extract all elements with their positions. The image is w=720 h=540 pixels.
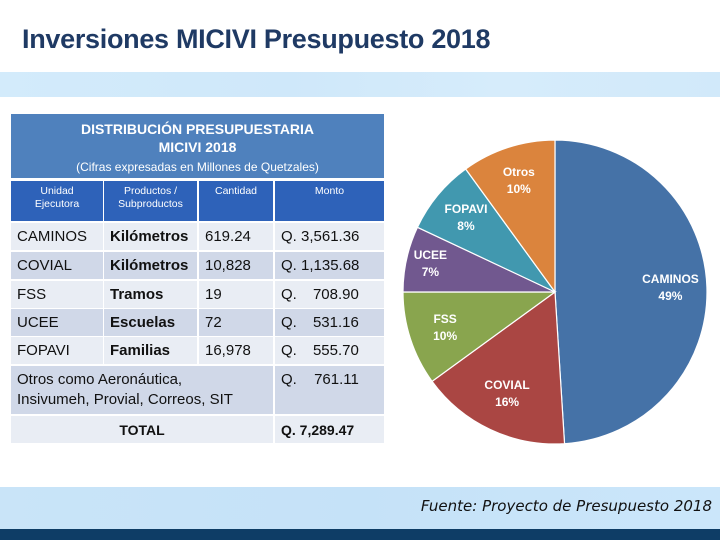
- total-label: TOTAL: [11, 416, 273, 443]
- header-unidad-line2: Ejecutora: [34, 198, 80, 210]
- row-covial-cantidad: 10,828: [199, 252, 273, 279]
- pie-label-name: COVIAL: [484, 377, 530, 392]
- header-monto: Monto: [275, 181, 384, 221]
- footer-band: [0, 487, 720, 529]
- pie-label-percent: 8%: [457, 219, 475, 234]
- currency-q: Q.: [281, 257, 297, 274]
- header-unidad: Unidad Ejecutora: [11, 181, 103, 221]
- pie-label-name: UCEE: [413, 248, 448, 263]
- header-productos-line2: Subproductos: [118, 198, 183, 210]
- row-caminos-unidad: CAMINOS: [11, 223, 103, 250]
- row-caminos-monto: Q. 3,561.36: [275, 223, 384, 250]
- monto-value: 555.70: [312, 342, 359, 359]
- table-title-line2: MICIVI 2018: [158, 139, 237, 155]
- row-fopavi-producto: Familias: [104, 337, 197, 364]
- pie-label-percent: 7%: [421, 265, 440, 280]
- row-ucee-cantidad: 72: [199, 309, 273, 336]
- header-band: [0, 72, 720, 97]
- header-cantidad-text: Cantidad: [214, 185, 258, 197]
- currency-q: Q.: [281, 342, 297, 359]
- table-subtitle: (Cifras expresadas en Millones de Quetza…: [76, 160, 319, 174]
- row-fopavi-unidad: FOPAVI: [11, 337, 103, 364]
- pie-slice-fss: [402, 291, 557, 383]
- otros-line1: Otros como Aeronáutica,: [17, 371, 183, 388]
- header-cantidad: Cantidad: [199, 181, 273, 221]
- currency-q: Q.: [281, 286, 297, 303]
- monto-value: 1,135.68: [301, 257, 360, 274]
- row-caminos-cantidad: 619.24: [199, 223, 273, 250]
- pie-label-percent: 49%: [658, 289, 683, 304]
- pie-label-name: Otros: [502, 164, 535, 179]
- row-caminos-producto: Kilómetros: [104, 223, 197, 250]
- page-title: Inversiones MICIVI Presupuesto 2018: [22, 24, 491, 54]
- otros-line2: Insivumeh, Provial, Correos, SIT: [17, 391, 233, 408]
- row-fss-unidad: FSS: [11, 281, 103, 308]
- monto-value: 3,561.36: [301, 228, 360, 245]
- header-unidad-line1: Unidad: [40, 185, 74, 197]
- row-ucee-producto: Escuelas: [104, 309, 197, 336]
- monto-value: 531.16: [312, 314, 359, 331]
- pie-label-covial: COVIAL 16%: [484, 377, 529, 411]
- pie-label-percent: 10%: [433, 328, 458, 343]
- pie-label-name: CAMINOS: [642, 272, 699, 287]
- table-title-line1: DISTRIBUCIÓN PRESUPUESTARIA: [80, 121, 315, 137]
- pie-label-name: FSS: [433, 311, 457, 326]
- row-otros-monto: Q. 761.11: [275, 366, 384, 414]
- pie-label-ucee: UCEE 7%: [414, 247, 447, 281]
- pie-label-fss: FSS 10%: [433, 311, 457, 345]
- pie-slice-covial: [431, 290, 566, 445]
- total-monto: Q. 7,289.47: [275, 416, 384, 443]
- pie-label-name: FOPAVI: [444, 202, 488, 217]
- row-fopavi-monto: Q. 555.70: [275, 337, 384, 364]
- pie-label-percent: 10%: [506, 181, 531, 196]
- row-fopavi-cantidad: 16,978: [199, 337, 273, 364]
- currency-q: Q.: [281, 314, 297, 331]
- row-otros-description: Otros como Aeronáutica, Insivumeh, Provi…: [11, 366, 273, 414]
- row-fss-cantidad: 19: [199, 281, 273, 308]
- monto-value: 708.90: [312, 286, 359, 303]
- pie-label-percent: 16%: [495, 394, 520, 409]
- currency-q: Q.: [281, 371, 297, 388]
- header-productos-line1: Productos /: [123, 185, 178, 197]
- row-covial-producto: Kilómetros: [104, 252, 197, 279]
- header-productos: Productos / Subproductos: [104, 181, 197, 221]
- pie-slice-otros: [464, 139, 556, 294]
- pie-slice-caminos: [554, 139, 708, 445]
- pie-label-caminos: CAMINOS 49%: [642, 271, 699, 305]
- pie-label-fopavi: FOPAVI 8%: [445, 201, 488, 235]
- row-covial-monto: Q. 1,135.68: [275, 252, 384, 279]
- row-fss-producto: Tramos: [104, 281, 197, 308]
- pie-slices: [402, 139, 708, 445]
- source-note: Fuente: Proyecto de Presupuesto 2018: [420, 497, 712, 515]
- currency-q: Q.: [281, 228, 297, 245]
- header-monto-text: Monto: [314, 185, 345, 197]
- row-fss-monto: Q. 708.90: [275, 281, 384, 308]
- row-ucee-unidad: UCEE: [11, 309, 103, 336]
- footer-dark-strip: [0, 529, 720, 540]
- row-ucee-monto: Q. 531.16: [275, 309, 384, 336]
- table-title: DISTRIBUCIÓN PRESUPUESTARIA MICIVI 2018 …: [11, 114, 384, 178]
- pie-label-otros: Otros 10%: [503, 164, 535, 198]
- monto-value: 761.11: [314, 371, 359, 388]
- row-covial-unidad: COVIAL: [11, 252, 103, 279]
